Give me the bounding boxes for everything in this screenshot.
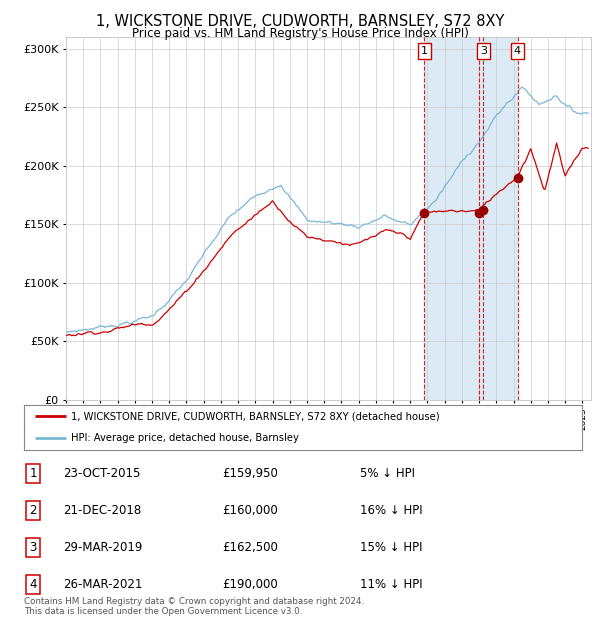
Text: 4: 4 [29, 578, 37, 591]
Text: £190,000: £190,000 [222, 578, 278, 591]
Text: 29-MAR-2019: 29-MAR-2019 [63, 541, 142, 554]
Text: 5% ↓ HPI: 5% ↓ HPI [360, 467, 415, 479]
Text: £160,000: £160,000 [222, 504, 278, 516]
Text: 11% ↓ HPI: 11% ↓ HPI [360, 578, 422, 591]
Text: 3: 3 [29, 541, 37, 554]
Text: 3: 3 [480, 46, 487, 56]
Text: 2: 2 [29, 504, 37, 516]
Text: £162,500: £162,500 [222, 541, 278, 554]
Bar [424, 37, 517, 400]
Text: 23-OCT-2015: 23-OCT-2015 [63, 467, 140, 479]
Text: Price paid vs. HM Land Registry's House Price Index (HPI): Price paid vs. HM Land Registry's House … [131, 27, 469, 40]
Text: 1, WICKSTONE DRIVE, CUDWORTH, BARNSLEY, S72 8XY (detached house): 1, WICKSTONE DRIVE, CUDWORTH, BARNSLEY, … [71, 411, 440, 421]
Text: £159,950: £159,950 [222, 467, 278, 479]
Text: 15% ↓ HPI: 15% ↓ HPI [360, 541, 422, 554]
Text: Contains HM Land Registry data © Crown copyright and database right 2024.: Contains HM Land Registry data © Crown c… [24, 597, 364, 606]
Text: 16% ↓ HPI: 16% ↓ HPI [360, 504, 422, 516]
Text: 1, WICKSTONE DRIVE, CUDWORTH, BARNSLEY, S72 8XY: 1, WICKSTONE DRIVE, CUDWORTH, BARNSLEY, … [96, 14, 504, 29]
Text: HPI: Average price, detached house, Barnsley: HPI: Average price, detached house, Barn… [71, 433, 299, 443]
Text: 21-DEC-2018: 21-DEC-2018 [63, 504, 141, 516]
Text: 1: 1 [29, 467, 37, 479]
Text: 4: 4 [514, 46, 521, 56]
Text: This data is licensed under the Open Government Licence v3.0.: This data is licensed under the Open Gov… [24, 607, 302, 616]
Text: 1: 1 [421, 46, 428, 56]
Text: 26-MAR-2021: 26-MAR-2021 [63, 578, 142, 591]
